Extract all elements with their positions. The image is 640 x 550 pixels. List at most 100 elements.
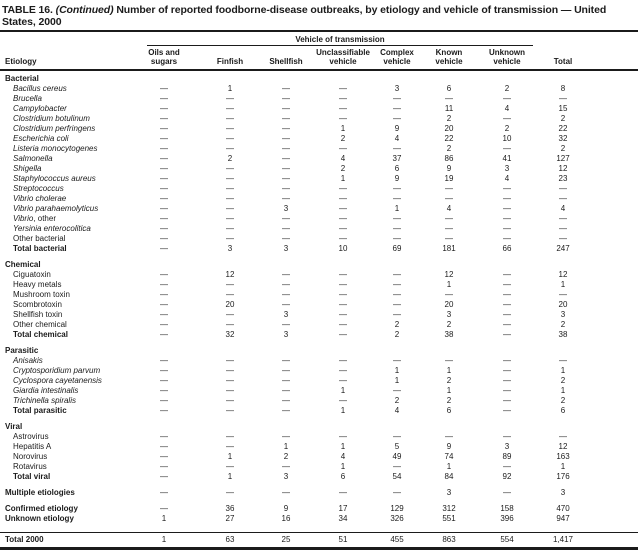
- table-row: Clostridium botulinum — — — — — 2 — 2: [0, 114, 638, 124]
- value-cell: 10: [338, 244, 348, 253]
- table-row: Scombrotoxin — 20 — — — 20 — 20: [0, 300, 638, 310]
- value-cell: 12: [558, 164, 568, 173]
- value-cell: —: [503, 432, 511, 441]
- table-row: Mushroom toxin — — — — — — — —: [0, 290, 638, 300]
- value-cell: 1,417: [552, 535, 574, 544]
- value-cell: —: [282, 366, 290, 375]
- value-cell: —: [282, 406, 290, 415]
- table-row: Total 2000 1 63 25 51 455 863 554 1,417: [0, 535, 638, 545]
- value-cell: —: [445, 214, 453, 223]
- value-cell: 3: [283, 330, 289, 339]
- value-cell: 163: [556, 452, 570, 461]
- value-cell: 2: [446, 376, 452, 385]
- value-cell: —: [160, 244, 168, 253]
- value-cell: 1: [446, 386, 452, 395]
- value-cell: —: [282, 320, 290, 329]
- value-cell: —: [393, 194, 401, 203]
- value-cell: 25: [281, 535, 291, 544]
- table-row: Vibrio, other — — — — — — — —: [0, 214, 638, 224]
- table-row: Viral: [0, 422, 638, 432]
- value-cell: 19: [444, 174, 454, 183]
- table-row: Ciguatoxin — 12 — — — 12 — 12: [0, 270, 638, 280]
- value-cell: 1: [340, 174, 346, 183]
- value-cell: —: [393, 144, 401, 153]
- value-cell: 1: [161, 514, 167, 523]
- value-cell: —: [445, 194, 453, 203]
- value-cell: 84: [444, 472, 454, 481]
- value-cell: —: [503, 330, 511, 339]
- value-cell: —: [282, 376, 290, 385]
- table-row: Clostridium perfringens — — —1 9 20 2 22: [0, 124, 638, 134]
- value-cell: —: [559, 194, 567, 203]
- row-label: Escherichia coli: [13, 134, 69, 143]
- value-cell: —: [282, 432, 290, 441]
- value-cell: —: [160, 320, 168, 329]
- value-cell: —: [160, 452, 168, 461]
- value-cell: —: [339, 356, 347, 365]
- value-cell: 554: [500, 535, 514, 544]
- value-cell: 20: [444, 124, 454, 133]
- value-cell: 51: [338, 535, 348, 544]
- value-cell: —: [445, 290, 453, 299]
- value-cell: —: [282, 104, 290, 113]
- value-cell: —: [339, 234, 347, 243]
- value-cell: —: [160, 234, 168, 243]
- value-cell: 1: [446, 462, 452, 471]
- value-cell: 3: [504, 442, 510, 451]
- value-cell: —: [226, 396, 234, 405]
- value-cell: 69: [392, 244, 402, 253]
- value-cell: —: [226, 376, 234, 385]
- value-cell: —: [160, 224, 168, 233]
- value-cell: 2: [504, 124, 510, 133]
- value-cell: —: [282, 84, 290, 93]
- section-gap: [0, 524, 638, 530]
- value-cell: 8: [560, 84, 566, 93]
- value-cell: —: [503, 204, 511, 213]
- value-cell: —: [503, 270, 511, 279]
- value-cell: —: [226, 124, 234, 133]
- value-cell: —: [282, 214, 290, 223]
- value-cell: —: [160, 174, 168, 183]
- value-cell: —: [503, 366, 511, 375]
- value-cell: —: [503, 194, 511, 203]
- value-cell: 1: [560, 366, 566, 375]
- value-cell: —: [282, 134, 290, 143]
- column-header-3: Shellfish: [269, 57, 303, 66]
- table-row: Total bacterial — 3 3 10 69 181 66 247: [0, 244, 638, 254]
- row-label: Unknown etiology: [5, 514, 74, 523]
- row-label: Listeria monocytogenes: [13, 144, 98, 153]
- value-cell: —: [559, 94, 567, 103]
- value-cell: —: [160, 330, 168, 339]
- value-cell: 551: [442, 514, 456, 523]
- value-cell: —: [445, 356, 453, 365]
- value-cell: —: [559, 290, 567, 299]
- value-cell: —: [226, 488, 234, 497]
- value-cell: 2: [394, 320, 400, 329]
- value-cell: 1: [227, 84, 233, 93]
- value-cell: —: [160, 504, 168, 513]
- value-cell: 37: [392, 154, 402, 163]
- value-cell: 74: [444, 452, 454, 461]
- value-cell: —: [393, 386, 401, 395]
- table-row: Vibrio parahaemolyticus — — 3 — 1 4 — 4: [0, 204, 638, 214]
- table-row: Other chemical — — — — 2 2 — 2: [0, 320, 638, 330]
- row-label: Bacillus cereus: [13, 84, 67, 93]
- value-cell: —: [393, 234, 401, 243]
- value-cell: 38: [444, 330, 454, 339]
- value-cell: —: [559, 356, 567, 365]
- value-cell: 1: [394, 366, 400, 375]
- value-cell: 2: [560, 320, 566, 329]
- table-row: Shellfish toxin — — 3 — — 3 — 3: [0, 310, 638, 320]
- value-cell: 2: [394, 330, 400, 339]
- row-label: Shellfish toxin: [13, 310, 63, 319]
- value-cell: —: [226, 386, 234, 395]
- value-cell: —: [226, 234, 234, 243]
- value-cell: 20: [444, 300, 454, 309]
- value-cell: 3: [560, 310, 566, 319]
- value-cell: 63: [225, 535, 235, 544]
- value-cell: —: [160, 366, 168, 375]
- value-cell: —: [226, 310, 234, 319]
- row-label: Parasitic: [5, 346, 39, 355]
- table-row: Total parasitic — — — 1 4 6 — 6: [0, 406, 638, 416]
- value-cell: —: [282, 174, 290, 183]
